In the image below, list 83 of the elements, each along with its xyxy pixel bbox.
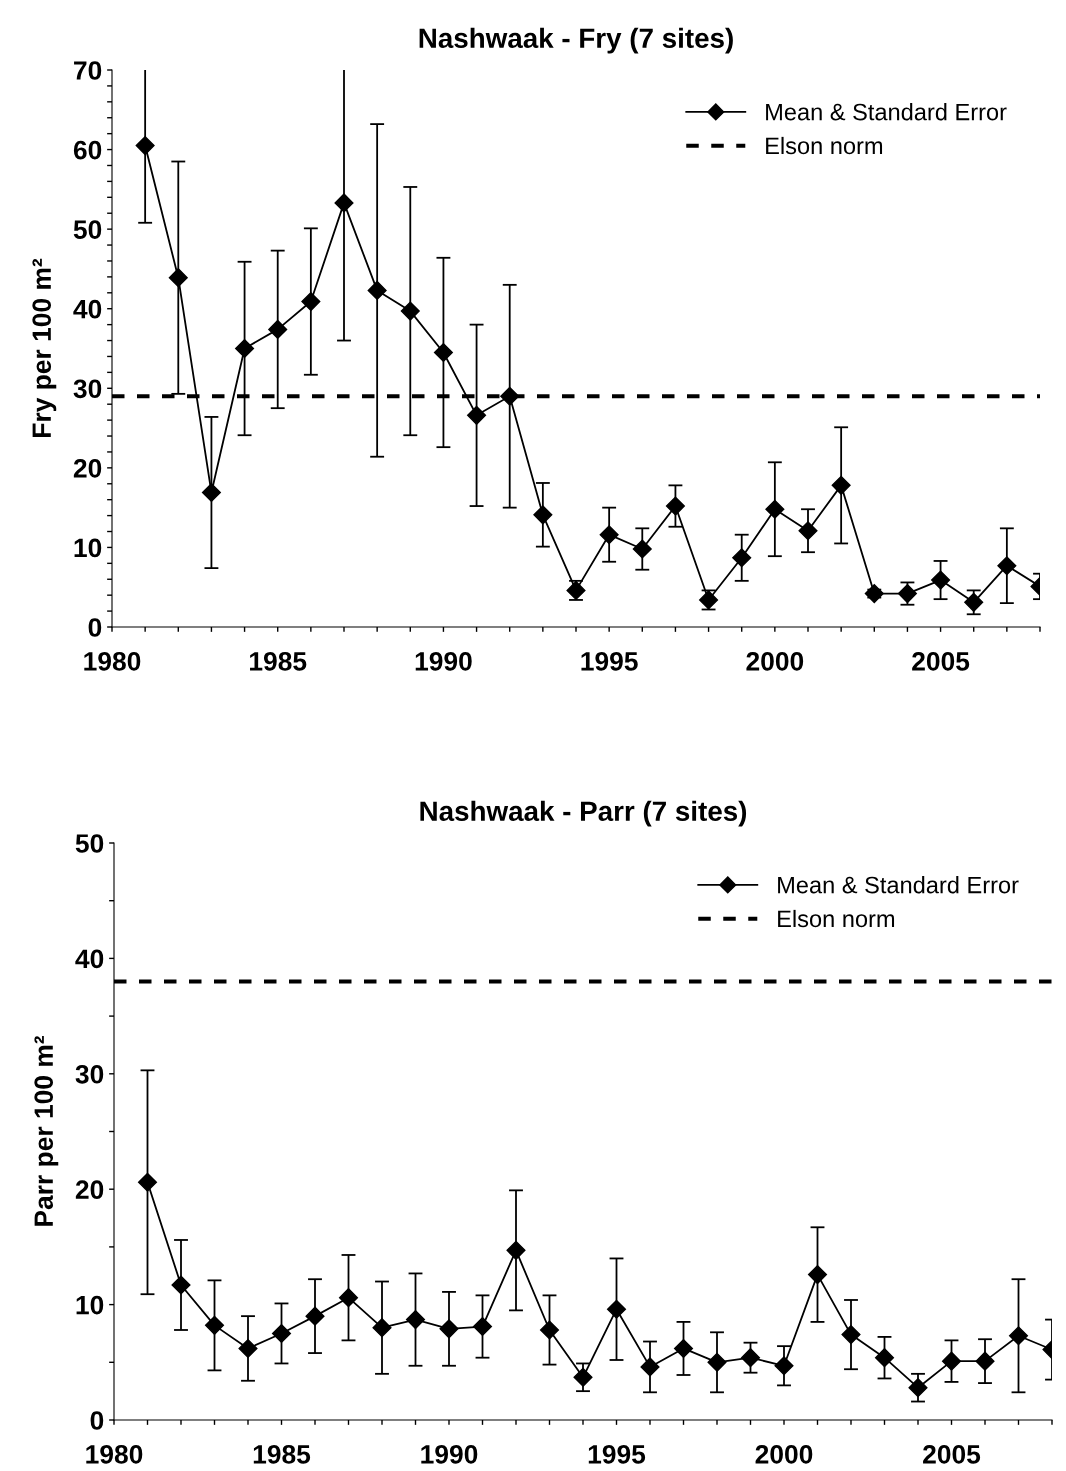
point bbox=[908, 1378, 928, 1398]
point bbox=[874, 1348, 895, 1368]
y-axis-title: Parr per 100 m² bbox=[34, 1035, 59, 1226]
point bbox=[367, 280, 387, 300]
y-tick-label: 0 bbox=[90, 1411, 104, 1430]
point bbox=[506, 1240, 526, 1260]
point bbox=[433, 342, 453, 363]
point bbox=[137, 1172, 158, 1192]
point bbox=[301, 292, 321, 312]
point bbox=[171, 1275, 191, 1295]
point bbox=[941, 1351, 962, 1371]
point bbox=[774, 1356, 794, 1376]
y-tick-label: 30 bbox=[73, 379, 102, 399]
point bbox=[606, 1299, 627, 1319]
point bbox=[238, 1338, 258, 1358]
point bbox=[338, 1288, 359, 1308]
x-tick-label: 1985 bbox=[253, 1445, 311, 1464]
point bbox=[533, 505, 553, 525]
point bbox=[975, 1351, 995, 1371]
x-tick-label: 1995 bbox=[588, 1445, 646, 1464]
legend-label: Elson norm bbox=[766, 136, 883, 155]
y-tick-label: 20 bbox=[75, 1180, 104, 1200]
point bbox=[539, 1320, 560, 1340]
point bbox=[405, 1310, 426, 1330]
point bbox=[573, 1367, 593, 1387]
x-tick-label: 2000 bbox=[755, 1445, 813, 1464]
x-tick-label: 2005 bbox=[912, 652, 970, 671]
point bbox=[235, 338, 255, 359]
point bbox=[305, 1306, 325, 1326]
point bbox=[439, 1319, 459, 1339]
legend-label: Mean & Standard Error bbox=[766, 103, 1007, 121]
point bbox=[831, 475, 851, 495]
point bbox=[271, 1323, 292, 1343]
x-tick-label: 1985 bbox=[250, 652, 307, 671]
y-tick-label: 70 bbox=[74, 61, 102, 80]
y-tick-label: 40 bbox=[73, 299, 102, 319]
point bbox=[798, 521, 818, 541]
point bbox=[599, 525, 619, 545]
point bbox=[732, 548, 752, 568]
y-tick-label: 0 bbox=[88, 618, 102, 637]
point bbox=[640, 1357, 660, 1377]
point bbox=[765, 499, 785, 519]
point bbox=[632, 539, 652, 559]
point bbox=[135, 136, 155, 156]
point bbox=[841, 1325, 861, 1345]
y-tick-label: 50 bbox=[73, 220, 102, 239]
y-tick-label: 10 bbox=[76, 1295, 104, 1315]
point bbox=[400, 301, 420, 321]
point bbox=[372, 1318, 392, 1338]
x-tick-label: 1990 bbox=[421, 1445, 478, 1464]
y-tick-label: 20 bbox=[73, 458, 102, 478]
x-tick-label: 1995 bbox=[581, 652, 638, 671]
x-tick-label: 2005 bbox=[923, 1445, 981, 1464]
chart-title: Nashwaak - Parr (7 sites) bbox=[420, 800, 747, 827]
x-tick-label: 2000 bbox=[746, 652, 804, 671]
y-tick-label: 60 bbox=[73, 140, 102, 160]
point bbox=[334, 193, 354, 213]
chart-title: Nashwaak - Fry (7 sites) bbox=[419, 27, 733, 54]
point bbox=[268, 319, 288, 339]
y-tick-label: 50 bbox=[75, 834, 104, 853]
legend-label: Mean & Standard Error bbox=[778, 876, 1019, 894]
point bbox=[707, 1352, 727, 1372]
point bbox=[673, 1338, 694, 1358]
point bbox=[467, 405, 487, 425]
point bbox=[472, 1316, 493, 1337]
point bbox=[168, 268, 188, 288]
point bbox=[201, 482, 221, 503]
point bbox=[1008, 1326, 1029, 1346]
point bbox=[204, 1315, 225, 1335]
legend-label: Elson norm bbox=[778, 909, 895, 928]
y-axis-title: Fry per 100 m² bbox=[32, 258, 57, 437]
x-tick-label: 1980 bbox=[84, 652, 141, 671]
point bbox=[997, 556, 1017, 576]
y-tick-label: 10 bbox=[74, 538, 102, 558]
point bbox=[500, 386, 520, 406]
x-tick-label: 1980 bbox=[86, 1445, 143, 1464]
point bbox=[740, 1348, 761, 1368]
y-tick-label: 30 bbox=[75, 1064, 104, 1084]
y-tick-label: 40 bbox=[75, 949, 104, 969]
point bbox=[665, 496, 685, 516]
x-tick-label: 1990 bbox=[415, 652, 472, 671]
point bbox=[807, 1265, 828, 1285]
point bbox=[931, 570, 951, 590]
